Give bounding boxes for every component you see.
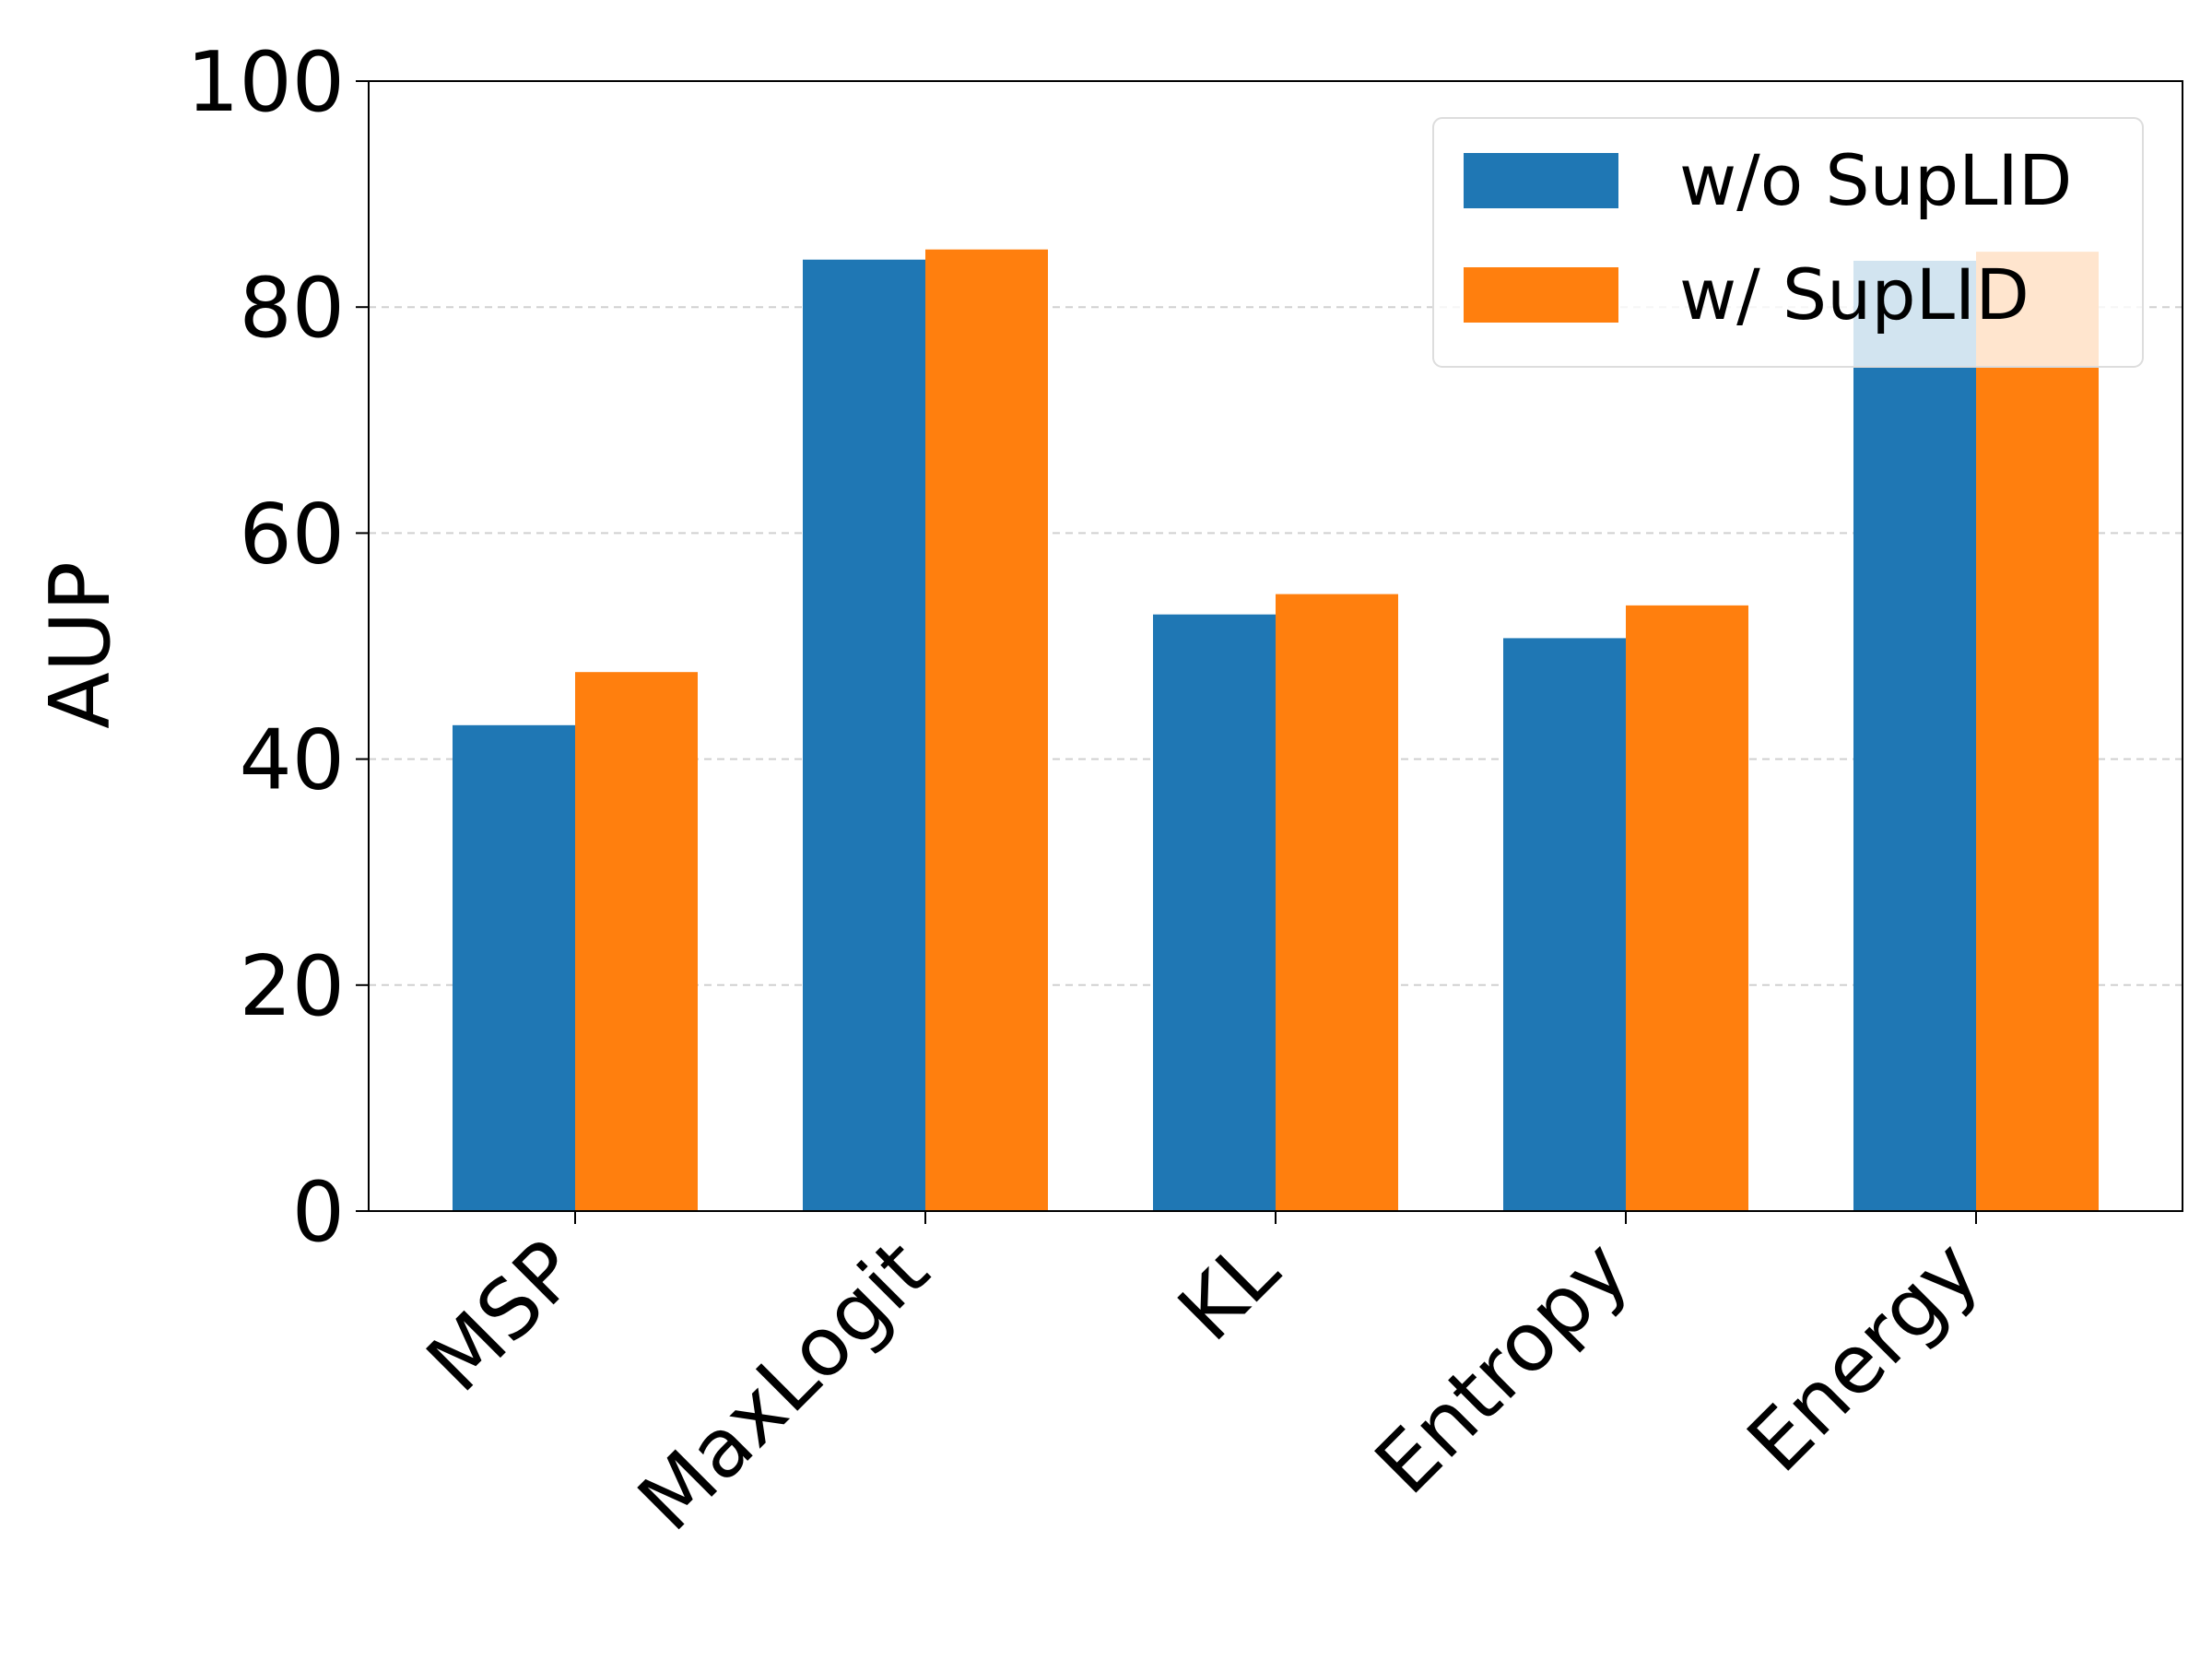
y-axis-label: AUP	[32, 561, 129, 729]
y-axis-ticks: 0 20 40 60 80 100	[186, 34, 369, 1261]
legend-swatch	[1464, 153, 1618, 208]
x-axis-ticks: MSP MaxLogit KL Entropy Energy	[408, 1211, 1997, 1548]
y-tick-label: 100	[186, 34, 345, 131]
legend: w/o SupLID w/ SupLID	[1432, 117, 2144, 368]
bar-energy-series-2	[1976, 252, 2099, 1212]
y-tick-label: 40	[239, 712, 345, 809]
bar-maxlogit-series-2	[925, 249, 1048, 1211]
bar-entropy-series-1	[1503, 638, 1626, 1211]
x-tick-label: KL	[1160, 1222, 1297, 1359]
bar-msp-series-1	[453, 724, 575, 1211]
legend-label: w/o SupLID	[1679, 139, 2072, 221]
x-tick-label: MSP	[408, 1222, 596, 1410]
bar-maxlogit-series-1	[803, 259, 925, 1211]
x-tick-label: Energy	[1729, 1222, 1997, 1490]
y-tick-label: 20	[239, 938, 345, 1035]
x-tick-label: Entropy	[1357, 1222, 1647, 1512]
y-tick-label: 60	[239, 486, 345, 582]
legend-swatch	[1464, 267, 1618, 323]
y-tick-label: 80	[239, 260, 345, 357]
bar-kl-series-1	[1153, 614, 1276, 1211]
bars	[453, 249, 2099, 1212]
bar-energy-series-1	[1853, 260, 1976, 1212]
legend-label: w/ SupLID	[1679, 253, 2030, 335]
y-tick-label: 0	[292, 1164, 345, 1261]
bar-kl-series-2	[1276, 594, 1398, 1211]
x-tick-label: MaxLogit	[620, 1222, 947, 1548]
bar-msp-series-2	[575, 672, 698, 1211]
bar-entropy-series-2	[1626, 605, 1748, 1211]
